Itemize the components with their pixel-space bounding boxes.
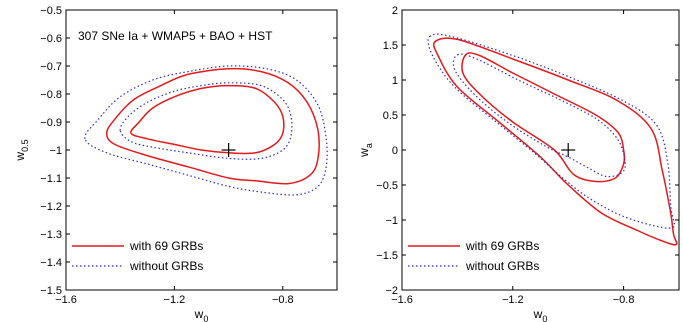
contour-68pct	[119, 82, 293, 160]
y-tick-label: −1.1	[40, 173, 62, 185]
y-tick-label: −1	[49, 145, 62, 157]
x-axis-label-subscript: 0	[203, 314, 208, 322]
x-tick-label: −0.8	[613, 294, 635, 306]
y-axis-label: wa	[357, 143, 374, 158]
x-axis-label: w0	[194, 307, 209, 322]
y-tick-label: 1.5	[383, 40, 398, 52]
y-tick-label: −0.5	[40, 5, 62, 17]
legend-label: without GRBs	[129, 259, 203, 273]
contour-68pct	[461, 52, 626, 183]
chart-panel-2: −1.6 −1.2 −0.8 −2 −1.5 −1 −0.5 0 0.5 1 1.5 2 w0 wa wit…	[357, 5, 680, 322]
y-axis-label-subscript: a	[364, 143, 374, 148]
contour-95pct	[84, 65, 328, 196]
y-tick-label: −2	[385, 285, 398, 297]
plot-frame	[401, 9, 680, 291]
contour-95pct	[105, 67, 320, 185]
contour-95pct	[432, 37, 678, 246]
y-tick-label: −1.5	[40, 285, 62, 297]
y-tick-label: −0.8	[40, 89, 62, 101]
x-tick-label: −1.6	[55, 294, 77, 306]
y-tick-label: −1.2	[40, 201, 62, 213]
series-1	[432, 37, 678, 246]
y-tick-label: −0.5	[376, 180, 398, 192]
x-tick-label: −1.2	[502, 294, 524, 306]
y-tick-label: −1	[385, 215, 398, 227]
chart-annotation: 307 SNe Ia + WMAP5 + BAO + HST	[78, 29, 273, 43]
x-tick-label: −1.6	[391, 294, 413, 306]
x-axis-label: w0	[533, 307, 548, 322]
series-2	[84, 65, 328, 196]
x-tick-label: −1.2	[164, 294, 186, 306]
y-tick-label: 2	[392, 5, 398, 17]
y-tick-label: −1.3	[40, 229, 62, 241]
y-tick-label: −0.9	[40, 117, 62, 129]
y-axis-label-subscript: 0.5	[20, 139, 30, 152]
y-tick-label: −1.5	[376, 250, 398, 262]
contour-95pct	[427, 33, 676, 229]
contour-68pct	[130, 84, 285, 155]
legend-label: with 69 GRBs	[465, 239, 539, 253]
y-tick-label: 0	[392, 145, 398, 157]
y-axis-label: w0.5	[13, 139, 30, 161]
chart-panel-1: −1.6 −1.2 −0.8 −1.5 −1.4 −1.3 −1.2 −1.1 −1 −0.9 −0…	[13, 5, 338, 322]
x-tick-label: −0.8	[272, 294, 294, 306]
legend-label: with 69 GRBs	[129, 239, 203, 253]
x-axis-label-subscript: 0	[542, 314, 547, 322]
legend-label: without GRBs	[465, 259, 539, 273]
series-1	[105, 67, 320, 185]
y-tick-label: −1.4	[40, 257, 62, 269]
y-tick-label: −0.6	[40, 33, 62, 45]
y-tick-label: −0.7	[40, 61, 62, 73]
y-tick-label: 1	[392, 75, 398, 87]
series-2	[427, 33, 676, 229]
y-tick-label: 0.5	[383, 110, 398, 122]
